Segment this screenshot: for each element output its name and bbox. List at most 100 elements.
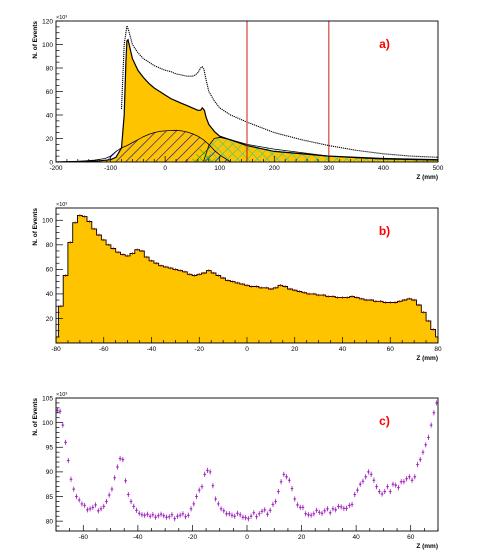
data-point-marker [179,514,182,517]
data-point [110,486,114,492]
data-point [99,506,103,512]
data-point-marker [280,480,283,483]
data-point [285,474,288,480]
data-point-marker [121,458,124,461]
x-tick-label: 300 [323,165,334,172]
data-point-marker [168,515,171,518]
data-point-marker [138,512,141,515]
data-point [75,493,78,500]
data-point-marker [435,402,438,404]
data-point [72,486,76,492]
y-tick-label: 95 [46,445,54,452]
data-point [342,505,346,511]
data-point [339,504,343,510]
data-point [80,501,84,507]
data-point-marker [299,506,302,509]
data-point [159,511,163,517]
data-point-marker [364,475,367,478]
x-axis-label: Z (mm) [416,355,438,362]
data-point-marker [195,495,198,498]
data-point [255,514,258,520]
data-point [405,476,409,482]
y-tick-label: 60 [46,267,54,274]
y-axis-label: N. of Events [32,208,39,246]
data-point-marker [187,514,190,517]
data-point-marker [252,511,255,514]
data-point [227,511,231,517]
data-point-marker [83,504,86,507]
data-point [189,506,193,512]
data-point-marker [433,411,435,414]
data-point-marker [359,483,362,486]
data-point [410,477,414,483]
data-point-marker [285,475,288,478]
x-tick-label: 0 [245,346,249,353]
y-tick-label: 60 [46,89,54,96]
panel-3: -60 -40 -20 0 20 40 60 80 85 90 95 100 105×10³ Z (mm)… [32,392,439,550]
y-tick-label: 0 [49,159,53,166]
data-point-marker [266,513,269,516]
data-point [118,455,122,462]
data-point [257,511,261,517]
data-point-marker [211,484,214,487]
data-point-marker [94,503,97,506]
x-tick-label: -20 [195,346,205,353]
data-point [69,476,73,482]
data-point [263,507,267,513]
data-point [85,507,89,513]
data-point [345,505,348,511]
data-point [246,516,250,522]
data-point [249,513,253,519]
data-point [137,510,141,516]
data-point-marker [386,485,389,488]
data-point [143,512,147,518]
data-point-marker [332,507,334,510]
x-tick-label: 400 [378,165,389,172]
data-point [356,487,359,493]
panel-label: c) [379,414,390,428]
data-point-marker [413,475,416,478]
data-point-marker [127,493,130,496]
data-point-marker [154,516,157,519]
data-point [271,501,275,507]
data-point-marker [108,494,111,496]
data-point [64,439,67,445]
data-point [320,510,324,516]
data-point-marker [160,513,162,516]
data-point [296,502,299,508]
data-point [146,511,149,517]
data-point [162,513,166,519]
data-point-marker [143,514,146,517]
y-tick-label: 100 [42,420,53,427]
data-point-marker [411,479,413,482]
data-point-marker [351,503,353,506]
data-point [375,484,379,490]
data-point [323,508,327,514]
data-point [197,487,201,493]
data-point [156,513,160,519]
data-point-marker [97,509,100,512]
data-point [181,511,185,517]
data-point-marker [367,470,370,473]
data-point-marker [171,513,173,516]
data-point-marker [258,512,261,515]
data-point [121,456,125,463]
data-point-marker [334,508,337,511]
data-point-marker [149,515,152,518]
data-point-marker [274,500,277,503]
data-point-marker [381,493,383,495]
data-point [94,502,97,508]
data-point [364,474,368,480]
x-tick-label: -20 [188,534,198,541]
data-point-marker [282,473,285,476]
data-point-marker [356,489,359,492]
data-point [184,514,188,520]
data-point [214,496,218,502]
data-point-marker [198,489,201,492]
data-point-marker [424,443,427,446]
data-point-marker [236,512,239,515]
data-point-marker [64,441,67,444]
x-tick-label: 0 [163,165,167,172]
data-point-marker [116,466,119,468]
